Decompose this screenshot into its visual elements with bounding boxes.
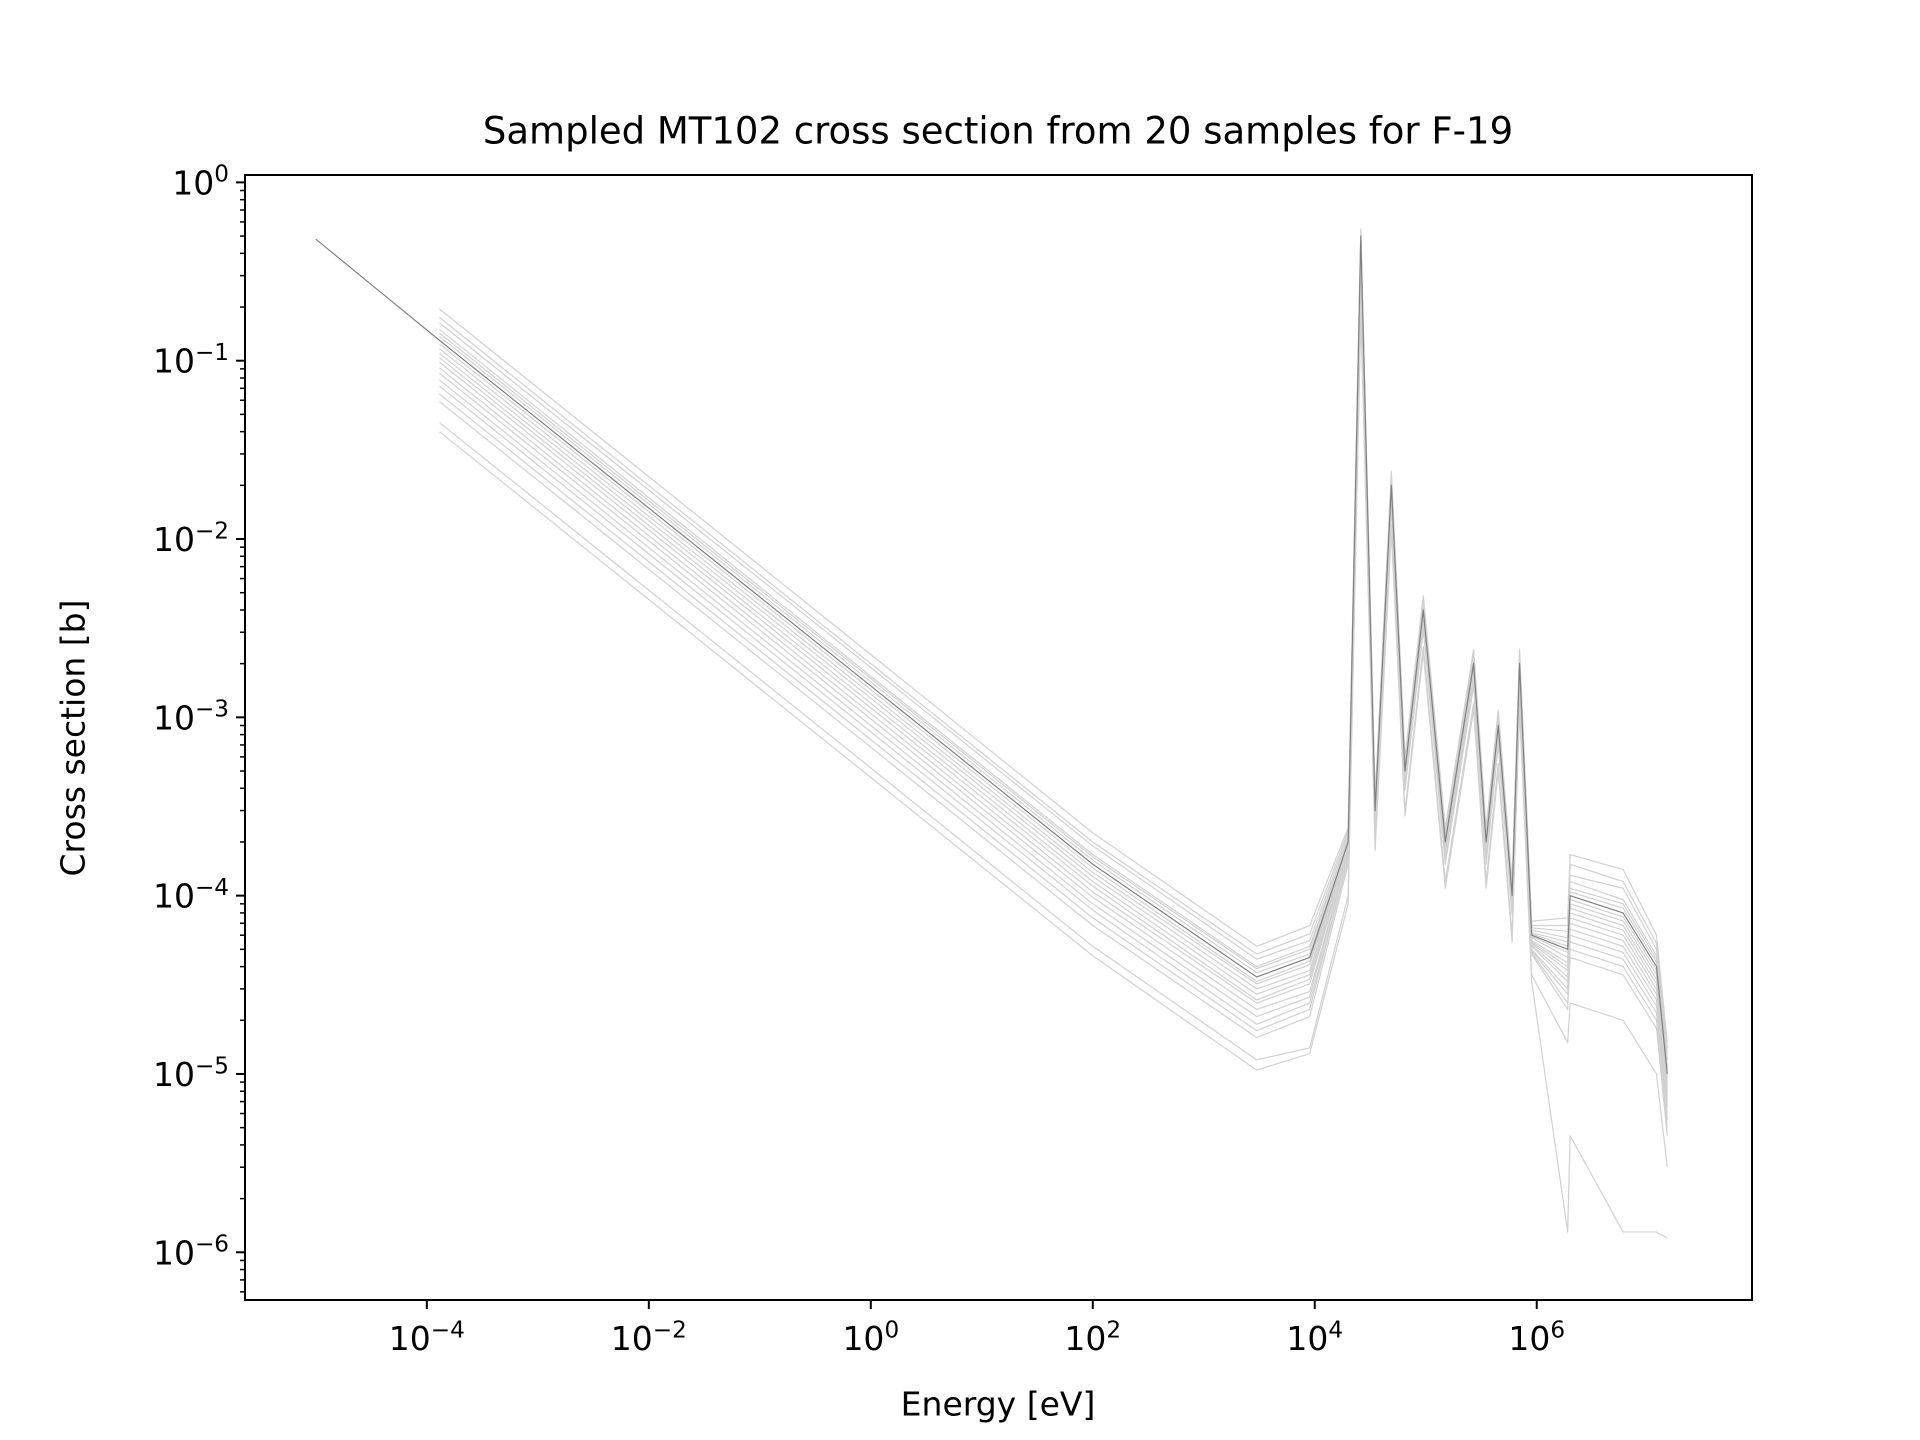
x-tick-label: 102 (1064, 1317, 1121, 1358)
y-tick-label: 10−5 (153, 1053, 229, 1094)
y-tick-label: 10−2 (153, 518, 229, 559)
series-line (315, 235, 1668, 1075)
y-tick-label: 10−4 (153, 875, 229, 916)
series-line (439, 306, 1668, 1168)
x-tick-label: 10−2 (611, 1317, 687, 1358)
x-tick-label: 104 (1286, 1317, 1343, 1358)
x-tick-label: 106 (1508, 1317, 1565, 1358)
series-line (439, 228, 1668, 1043)
plot-area (315, 228, 1668, 1239)
y-axis-label: Cross section [b] (54, 600, 93, 877)
chart-title: Sampled MT102 cross section from 20 samp… (483, 110, 1513, 153)
y-tick-label: 10−1 (153, 340, 229, 381)
axes-frame (244, 174, 1753, 1301)
y-tick-label: 10−3 (153, 697, 229, 738)
y-tick-label: 100 (172, 162, 229, 203)
x-tick-label: 100 (842, 1317, 899, 1358)
y-tick-label: 10−6 (153, 1232, 229, 1273)
x-tick-label: 10−4 (389, 1317, 465, 1358)
x-axis-label: Energy [eV] (901, 1385, 1096, 1424)
series-line (439, 314, 1668, 1239)
